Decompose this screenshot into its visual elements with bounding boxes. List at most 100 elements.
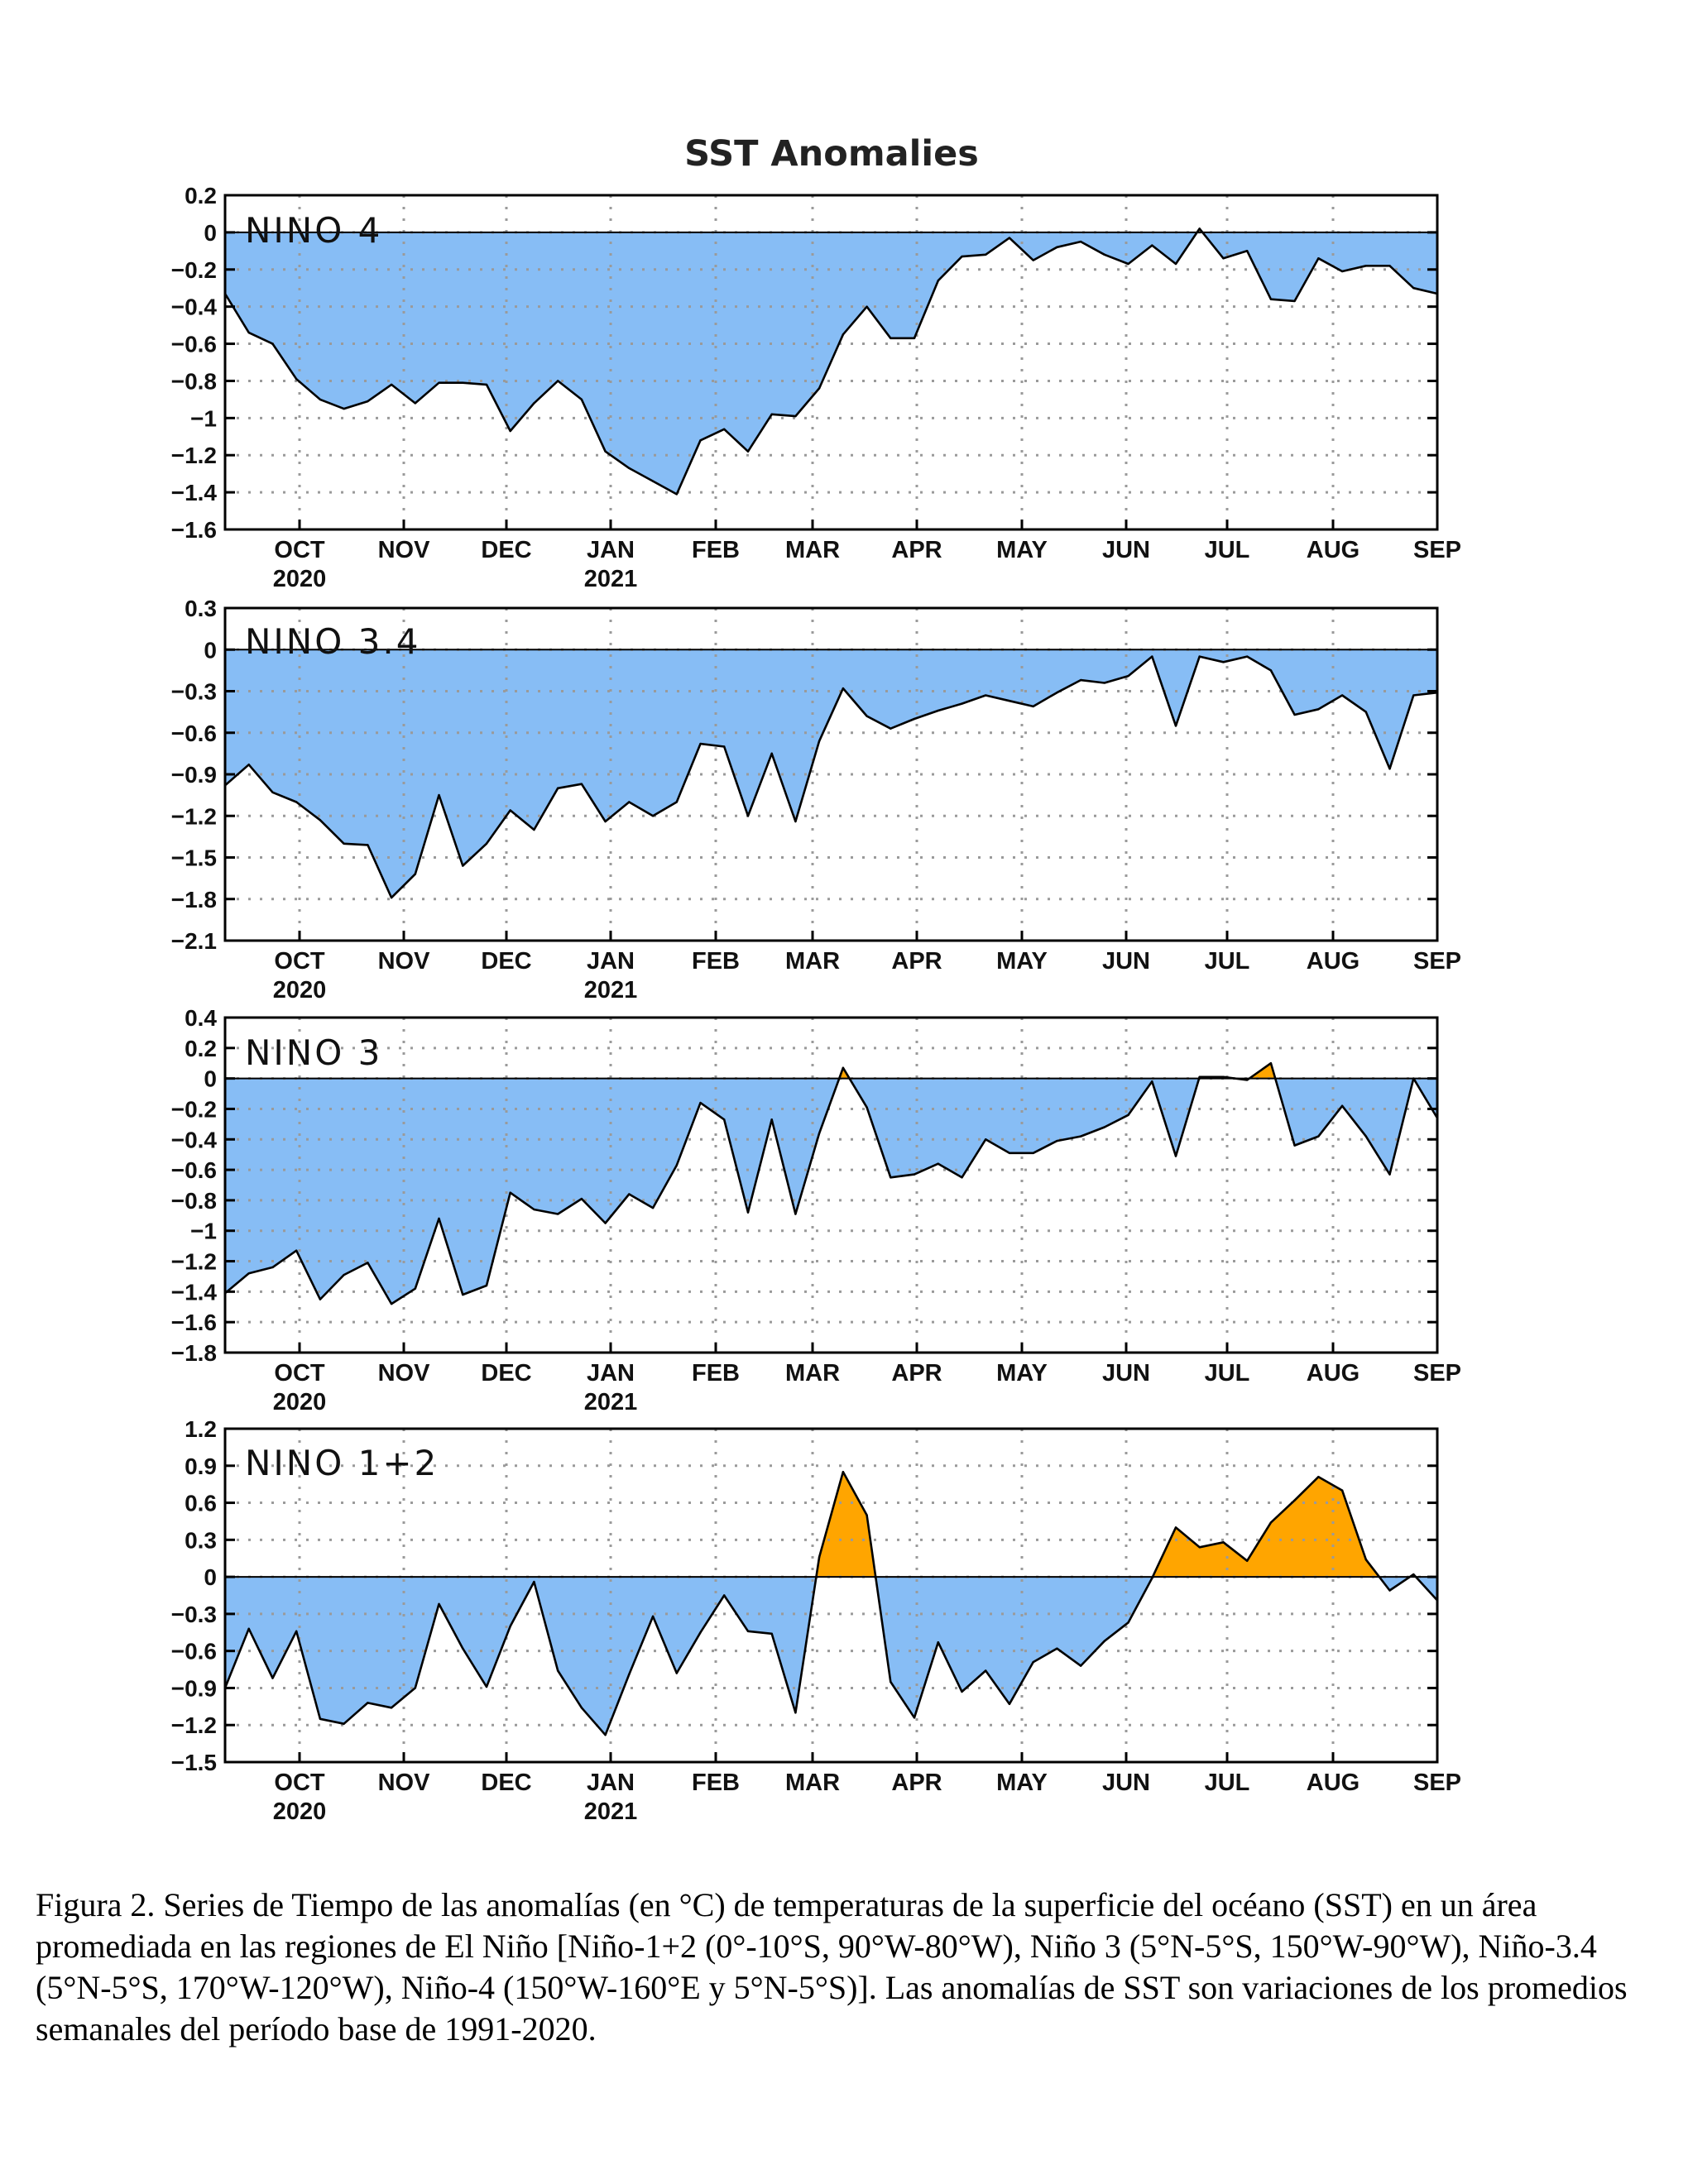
y-tick-label: −1.4 bbox=[171, 1279, 218, 1305]
x-tick-label: MAR bbox=[785, 537, 840, 563]
x-tick-label: SEP bbox=[1413, 537, 1461, 563]
y-tick-label: 0.3 bbox=[185, 1527, 217, 1553]
x-tick-label: JUL bbox=[1205, 537, 1250, 563]
data-point bbox=[1340, 1489, 1344, 1492]
data-point bbox=[651, 480, 655, 482]
data-point bbox=[1222, 1541, 1225, 1544]
data-point bbox=[1127, 1621, 1129, 1624]
negative-anomaly-fill bbox=[225, 1078, 1437, 1305]
data-point bbox=[1412, 1573, 1415, 1576]
data-point bbox=[414, 873, 417, 875]
data-point bbox=[438, 1217, 440, 1220]
data-point bbox=[1269, 669, 1273, 672]
data-point bbox=[1222, 257, 1225, 260]
x-tick-label: OCT bbox=[274, 1360, 325, 1387]
x-tick-label: SEP bbox=[1413, 948, 1461, 975]
y-tick-label: −0.2 bbox=[171, 257, 217, 283]
x-tick-label: JAN bbox=[587, 1360, 635, 1387]
data-point bbox=[675, 1672, 678, 1674]
data-point bbox=[1340, 270, 1344, 273]
data-point bbox=[1412, 287, 1415, 290]
data-point bbox=[1340, 694, 1344, 697]
data-point bbox=[533, 828, 535, 831]
y-tick-label: −0.4 bbox=[171, 295, 218, 320]
data-point bbox=[770, 1118, 773, 1121]
positive-anomaly-fill bbox=[225, 1063, 1437, 1079]
x-tick-label: JUN bbox=[1102, 537, 1150, 563]
x-tick-label: JAN bbox=[587, 1770, 635, 1796]
x-tick-label: MAY bbox=[996, 1360, 1048, 1387]
data-point bbox=[1151, 244, 1153, 247]
data-point bbox=[1079, 1664, 1082, 1667]
panel-title: NINO 1+2 bbox=[245, 1443, 439, 1483]
data-point bbox=[485, 383, 488, 386]
y-tick-label: −2.1 bbox=[171, 928, 217, 954]
data-point bbox=[390, 896, 393, 899]
plot-frame bbox=[223, 1016, 1439, 1354]
x-tick-label: MAR bbox=[785, 948, 840, 975]
data-point bbox=[723, 1594, 726, 1597]
data-point bbox=[1388, 265, 1391, 267]
data-point bbox=[485, 842, 488, 845]
data-point bbox=[675, 1164, 678, 1166]
data-point bbox=[770, 1632, 773, 1635]
data-point bbox=[699, 742, 702, 745]
data-point bbox=[247, 764, 250, 766]
data-point bbox=[295, 378, 298, 381]
data-point bbox=[319, 1717, 322, 1720]
data-point bbox=[866, 1106, 868, 1109]
panel-title: NINO 3.4 bbox=[245, 621, 420, 662]
y-tick-label: 0 bbox=[204, 1066, 217, 1092]
y-tick-label: 0.2 bbox=[185, 1036, 217, 1061]
data-point bbox=[533, 1208, 535, 1211]
data-point bbox=[604, 1733, 607, 1736]
data-point bbox=[628, 467, 631, 470]
data-point bbox=[509, 1625, 511, 1628]
x-tick-year-label: 2020 bbox=[273, 1389, 327, 1415]
x-tick-label: NOV bbox=[378, 537, 431, 563]
negative-anomaly-fill bbox=[225, 1577, 1437, 1736]
data-point bbox=[1317, 1135, 1320, 1138]
x-tick-year-label: 2021 bbox=[584, 1389, 638, 1415]
data-point bbox=[1293, 1144, 1296, 1147]
x-tick-label: JUL bbox=[1205, 1770, 1250, 1796]
data-point bbox=[818, 387, 821, 390]
data-point bbox=[866, 305, 868, 308]
data-point bbox=[651, 1615, 655, 1618]
data-point bbox=[390, 1302, 393, 1305]
x-tick-year-label: 2021 bbox=[584, 1798, 638, 1825]
data-point bbox=[794, 1712, 797, 1714]
data-point bbox=[1103, 1126, 1106, 1128]
data-point bbox=[556, 787, 559, 789]
data-point bbox=[1293, 299, 1296, 303]
data-point bbox=[462, 1293, 464, 1296]
x-tick-label: FEB bbox=[692, 537, 740, 563]
x-tick-year-label: 2020 bbox=[273, 1798, 327, 1825]
data-point bbox=[1056, 691, 1058, 694]
y-tick-label: −0.4 bbox=[171, 1127, 218, 1152]
data-point bbox=[1198, 655, 1201, 658]
data-point bbox=[818, 740, 821, 742]
data-point bbox=[746, 815, 750, 817]
data-point bbox=[1151, 655, 1153, 658]
data-point bbox=[770, 752, 773, 755]
x-tick-year-label: 2021 bbox=[584, 977, 638, 1003]
x-tick-label: MAY bbox=[996, 948, 1048, 975]
data-point bbox=[1079, 678, 1082, 682]
data-point bbox=[1103, 253, 1106, 256]
data-point bbox=[651, 815, 655, 817]
data-point bbox=[961, 255, 963, 258]
data-point bbox=[580, 783, 583, 785]
data-point bbox=[746, 1211, 750, 1214]
y-tick-label: 0.2 bbox=[185, 183, 217, 208]
data-point bbox=[414, 1687, 417, 1689]
chart-panel-3: 0.4 0.2 0 −0.2 −0.4 −0.6 −0.8 −1 −1.2 −1.4 −1.6 −1.… bbox=[171, 1005, 1461, 1415]
data-point bbox=[247, 331, 250, 334]
data-point bbox=[271, 1677, 274, 1679]
data-point bbox=[509, 809, 511, 812]
y-tick-label: −1.5 bbox=[171, 1750, 217, 1775]
x-tick-label: SEP bbox=[1413, 1360, 1461, 1387]
x-tick-year-label: 2020 bbox=[273, 977, 327, 1003]
data-point bbox=[509, 1191, 511, 1194]
